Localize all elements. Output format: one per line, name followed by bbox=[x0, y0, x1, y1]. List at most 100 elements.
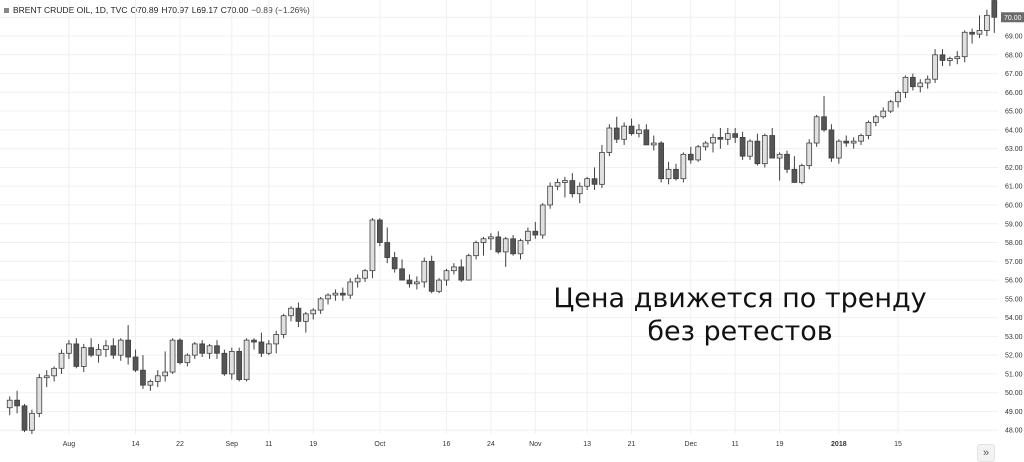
candle-body bbox=[947, 58, 953, 61]
candle bbox=[739, 131, 746, 160]
y-tick-label: 66.00 bbox=[1005, 90, 1023, 97]
candle-body bbox=[902, 76, 909, 93]
candle-body bbox=[984, 14, 990, 31]
scroll-to-realtime-button[interactable]: » bbox=[977, 444, 995, 462]
candle bbox=[295, 302, 302, 327]
candle bbox=[80, 343, 87, 373]
candle bbox=[939, 49, 946, 67]
candle-body bbox=[591, 178, 598, 185]
candle bbox=[132, 349, 139, 373]
candle bbox=[43, 370, 50, 388]
candle bbox=[599, 144, 605, 189]
candle bbox=[776, 152, 783, 181]
candle bbox=[806, 139, 813, 170]
symbol-title[interactable]: BRENT CRUDE OIL, 1D, TVC bbox=[13, 5, 128, 15]
candle-body bbox=[510, 238, 516, 255]
candle-body bbox=[924, 78, 931, 84]
candle-body bbox=[36, 377, 43, 414]
y-tick-label: 58.00 bbox=[1005, 240, 1023, 247]
candle-body bbox=[206, 345, 213, 354]
candle bbox=[991, 0, 998, 33]
candle-body bbox=[732, 133, 739, 138]
candle bbox=[554, 178, 561, 190]
candle-body bbox=[21, 405, 28, 431]
candle bbox=[473, 240, 479, 260]
candle-body bbox=[621, 125, 627, 140]
candle bbox=[95, 343, 102, 363]
price-chart[interactable]: 48.00 49.00 50.00 51.00 52.00 53.00 54.00 55.00… bbox=[0, 0, 1024, 452]
candle bbox=[66, 340, 72, 359]
x-tick-label: Aug bbox=[63, 441, 76, 448]
candle bbox=[347, 278, 354, 299]
x-tick-label: 2018 bbox=[831, 441, 847, 448]
candles bbox=[6, 0, 998, 434]
candle-body bbox=[236, 351, 243, 380]
price-axis[interactable]: 48.00 49.00 50.00 51.00 52.00 53.00 54.00 55.00… bbox=[1005, 15, 1023, 435]
candle-body bbox=[784, 153, 790, 170]
candle bbox=[58, 349, 65, 374]
x-tick-label: 16 bbox=[443, 441, 451, 448]
last-price-marker: 70.00 bbox=[1001, 12, 1024, 23]
ohlc-low: L69.17 bbox=[191, 5, 218, 15]
candle bbox=[51, 366, 57, 382]
candle-body bbox=[251, 339, 257, 343]
x-tick-label: 21 bbox=[628, 441, 636, 448]
x-tick-label: Nov bbox=[529, 441, 542, 448]
candle-body bbox=[932, 54, 938, 80]
candle-body bbox=[325, 294, 331, 300]
candle bbox=[502, 236, 509, 267]
time-axis[interactable]: Aug 14 22 Sep 11 19 Oct 16 24 Nov 13 21 Dec 11 19 2018 1… bbox=[63, 441, 902, 448]
candle bbox=[947, 56, 953, 67]
candle bbox=[288, 306, 294, 322]
candle bbox=[761, 133, 768, 168]
candle bbox=[325, 293, 331, 305]
candle bbox=[384, 227, 391, 264]
candle bbox=[769, 128, 776, 159]
candle-body bbox=[421, 260, 428, 283]
candle bbox=[665, 161, 672, 185]
candle bbox=[103, 340, 109, 358]
candle-body bbox=[710, 137, 716, 144]
candle bbox=[673, 163, 679, 181]
candle bbox=[480, 236, 487, 256]
x-tick-label: 11 bbox=[265, 441, 272, 448]
candle-body bbox=[443, 270, 450, 281]
y-tick-label: 65.00 bbox=[1005, 109, 1023, 116]
ohlc-change: −0.89 (−1.26%) bbox=[251, 5, 310, 15]
candle-body bbox=[391, 257, 398, 270]
y-tick-label: 67.00 bbox=[1005, 71, 1023, 78]
candle bbox=[717, 128, 724, 149]
last-price-label: 70.00 bbox=[1004, 15, 1022, 22]
candle-body bbox=[214, 345, 220, 354]
candle-body bbox=[502, 238, 509, 253]
candle-body bbox=[51, 367, 57, 377]
candle-body bbox=[377, 219, 383, 243]
candle-body bbox=[310, 309, 317, 315]
candle-body bbox=[554, 182, 561, 187]
candle-body bbox=[650, 142, 657, 146]
candle-body bbox=[702, 142, 709, 148]
candle bbox=[488, 233, 494, 251]
candle-body bbox=[835, 140, 842, 159]
candle-body bbox=[221, 352, 228, 375]
candle bbox=[332, 289, 339, 301]
candle bbox=[406, 274, 413, 288]
candle bbox=[88, 338, 94, 358]
candle-body bbox=[354, 277, 361, 283]
candle bbox=[273, 330, 280, 354]
candle bbox=[547, 182, 553, 209]
candle bbox=[784, 150, 790, 174]
candle bbox=[835, 139, 842, 164]
candle-body bbox=[687, 153, 694, 161]
candle-body bbox=[29, 412, 35, 431]
candle-body bbox=[525, 230, 531, 242]
candle-body bbox=[628, 125, 635, 135]
candle-body bbox=[273, 334, 280, 345]
y-tick-label: 49.00 bbox=[1005, 409, 1023, 416]
candle bbox=[865, 120, 872, 140]
candle bbox=[961, 30, 968, 63]
candle bbox=[125, 325, 131, 365]
last-price-tag bbox=[1001, 12, 1024, 23]
candle-body bbox=[613, 127, 620, 140]
candle-body bbox=[362, 270, 368, 279]
